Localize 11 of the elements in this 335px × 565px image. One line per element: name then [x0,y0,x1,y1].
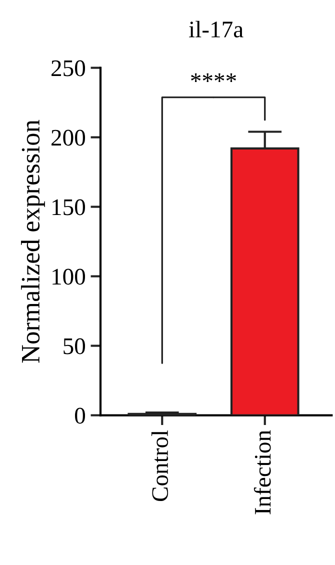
x-tick-label: Control [151,430,168,502]
y-tick-label: 100 [52,268,86,285]
x-tick-label: Infection [254,430,271,514]
y-tick-label: 250 [52,60,86,76]
chart-title: il-17a [189,20,244,38]
y-axis-title: Normalized expression [21,120,45,363]
y-tick-label: 0 [75,408,86,424]
y-tick-label: 150 [52,199,86,216]
y-tick-label: 50 [64,338,86,354]
annotation: **** [191,73,236,82]
y-tick-label: 200 [52,130,86,146]
